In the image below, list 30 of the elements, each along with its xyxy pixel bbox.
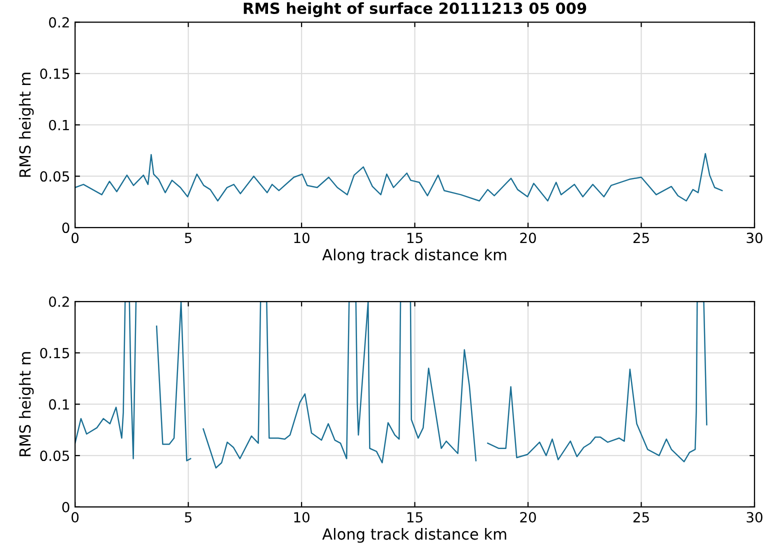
x-tick-label: 20	[520, 512, 536, 523]
x-tick-label: 10	[294, 512, 310, 523]
x-tick-label: 0	[72, 232, 79, 244]
y-tick-label: 0.15	[40, 68, 69, 79]
x-tick-label: 15	[407, 512, 422, 523]
y-tick-label: 0	[62, 222, 70, 234]
y-tick-label: 0.05	[40, 171, 69, 182]
x-tick-label: 5	[184, 232, 192, 244]
y-axis-title: RMS height m	[18, 72, 34, 177]
x-tick-label: 30	[746, 512, 762, 523]
y-tick-label: 0.05	[40, 450, 69, 462]
x-tick-label: 10	[294, 232, 310, 244]
y-tick-label: 0.2	[49, 296, 69, 307]
y-tick-label: 0.1	[49, 120, 69, 130]
y-tick-label: 0.1	[49, 399, 69, 410]
y-axis-title: RMS height m	[18, 352, 34, 456]
chart-title: RMS height of surface 20111213 05 009	[244, 2, 586, 18]
x-axis-title: Along track distance km	[322, 248, 506, 264]
y-tick-label: 0.15	[40, 348, 69, 358]
x-tick-label: 5	[184, 512, 192, 523]
x-axis-title: Along track distance km	[322, 528, 506, 543]
x-tick-label: 0	[72, 512, 79, 523]
x-tick-label: 15	[407, 232, 422, 244]
x-tick-label: 30	[746, 232, 762, 244]
x-tick-label: 25	[633, 232, 649, 244]
y-tick-label: 0	[62, 502, 70, 512]
line-series	[75, 152, 723, 202]
x-tick-label: 20	[520, 232, 536, 244]
x-tick-label: 25	[633, 512, 649, 523]
y-tick-label: 0.2	[49, 17, 69, 28]
